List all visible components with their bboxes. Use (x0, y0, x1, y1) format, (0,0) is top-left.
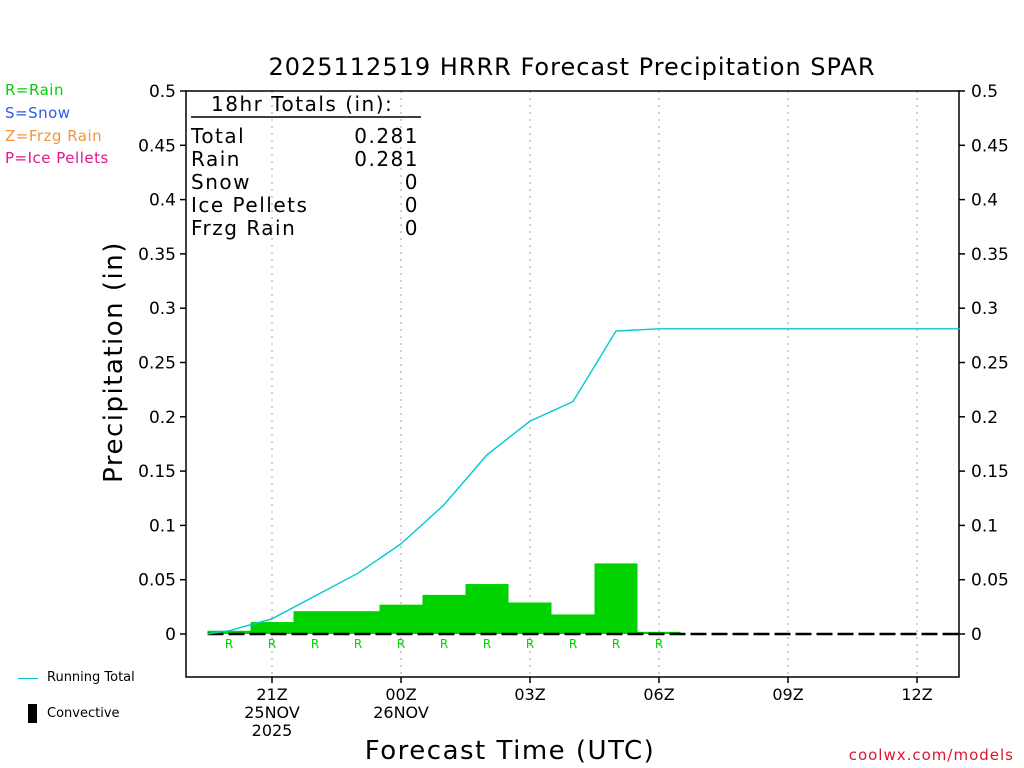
rain-bar-5 (379, 604, 423, 634)
y-tick-label-right: 0.35 (971, 245, 1009, 265)
x-tick-label: 00Z (385, 685, 416, 704)
y-tick-label-right: 0.5 (971, 82, 998, 102)
rain-bar-2 (250, 622, 294, 634)
rain-bar-8 (508, 602, 552, 634)
y-tick-label-right: 0.1 (971, 516, 998, 536)
rain-bar-10 (594, 563, 638, 634)
y-tick-label-right: 0 (971, 625, 982, 645)
x-tick-label: 12Z (901, 685, 932, 704)
precip-type-label-8: R (526, 637, 534, 651)
totals-value: 0 (405, 193, 419, 217)
y-tick-label-left: 0 (165, 625, 176, 645)
totals-value: 0 (405, 216, 419, 240)
x-axis-label: Forecast Time (UTC) (365, 736, 656, 766)
precip-type-label-10: R (612, 637, 620, 651)
running-total-legend: Running Total (47, 670, 135, 685)
precip-type-label-2: R (268, 637, 276, 651)
x-tick-label: 03Z (514, 685, 545, 704)
x-tick-label: 25NOV (244, 703, 300, 722)
y-tick-label-left: 0.35 (138, 245, 176, 265)
precip-type-label-1: R (225, 637, 233, 651)
rain-bar-3 (293, 611, 337, 634)
chart-title: 2025112519 HRRR Forecast Precipitation S… (268, 53, 875, 81)
site-credit: coolwx.com/models (848, 746, 1014, 764)
precip-type-label-3: R (311, 637, 319, 651)
y-tick-label-left: 0.45 (138, 136, 176, 156)
key-rain: R=Rain (5, 81, 64, 99)
precip-type-label-5: R (397, 637, 405, 651)
y-tick-label-left: 0.4 (149, 191, 176, 211)
totals-value: 0.281 (354, 124, 419, 148)
running-total-swatch (18, 678, 38, 679)
key-frzg-rain: Z=Frzg Rain (5, 127, 103, 145)
totals-header: 18hr Totals (in): (211, 92, 393, 116)
y-axis-label: Precipitation (in) (99, 241, 129, 483)
y-tick-label-right: 0.15 (971, 462, 1009, 482)
totals-label: Snow (191, 170, 251, 194)
y-tick-label-right: 0.25 (971, 354, 1009, 374)
rain-bar-1 (207, 630, 251, 634)
y-tick-label-left: 0.5 (149, 82, 176, 102)
totals-label: Ice Pellets (191, 193, 308, 217)
x-tick-label: 21Z (256, 685, 287, 704)
totals-label: Rain (191, 147, 241, 171)
rain-bar-7 (465, 584, 509, 634)
convective-legend: Convective (47, 706, 120, 721)
x-tick-label: 2025 (252, 721, 293, 740)
totals-value: 0.281 (354, 147, 419, 171)
y-tick-label-right: 0.4 (971, 191, 998, 211)
y-tick-label-left: 0.3 (149, 299, 176, 319)
x-tick-label: 09Z (772, 685, 803, 704)
totals-value: 0 (405, 170, 419, 194)
precip-type-label-9: R (569, 637, 577, 651)
rain-bar-6 (422, 594, 466, 634)
running-total-line (207, 328, 960, 635)
totals-label: Total (190, 124, 245, 148)
totals-label: Frzg Rain (191, 216, 296, 240)
y-tick-label-left: 0.1 (149, 516, 176, 536)
rain-bar-4 (336, 611, 380, 634)
y-tick-label-left: 0.2 (149, 408, 176, 428)
precip-type-label-11: R (655, 637, 663, 651)
y-tick-label-right: 0.2 (971, 408, 998, 428)
precip-type-label-4: R (354, 637, 362, 651)
y-tick-label-right: 0.3 (971, 299, 998, 319)
plot-frame (185, 90, 960, 678)
y-tick-label-left: 0.25 (138, 354, 176, 374)
key-snow: S=Snow (5, 104, 71, 122)
y-tick-label-right: 0.05 (971, 571, 1009, 591)
y-tick-label-left: 0.15 (138, 462, 176, 482)
x-tick-label: 06Z (643, 685, 674, 704)
precip-type-label-7: R (483, 637, 491, 651)
x-tick-label: 26NOV (373, 703, 429, 722)
precip-type-label-6: R (440, 637, 448, 651)
rain-bar-9 (551, 614, 595, 634)
convective-swatch (28, 704, 37, 723)
y-tick-label-left: 0.05 (138, 571, 176, 591)
y-tick-label-right: 0.45 (971, 136, 1009, 156)
key-ice-pellets: P=Ice Pellets (5, 149, 109, 167)
